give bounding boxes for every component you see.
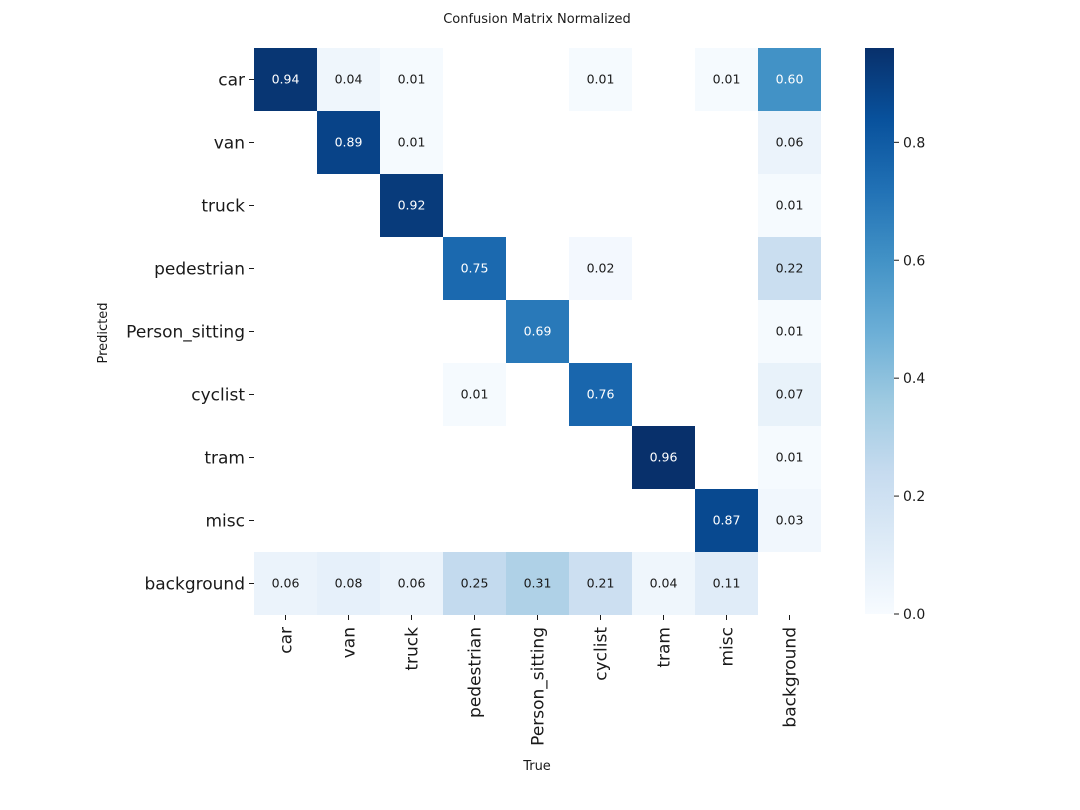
cell-value-label: 0.04 xyxy=(650,576,678,591)
heatmap-cell xyxy=(317,552,380,615)
heatmap-cell xyxy=(758,300,821,363)
y-tick-label: car xyxy=(218,71,245,91)
cell-value-label: 0.01 xyxy=(398,135,426,150)
x-tick-label: cyclist xyxy=(592,627,612,681)
cell-value-label: 0.25 xyxy=(461,576,489,591)
colorbar-ticks: 0.0 0.2 0.4 0.6 0.8 xyxy=(894,135,925,623)
cell-value-label: 0.01 xyxy=(398,72,426,87)
heatmap-cell xyxy=(569,48,632,111)
y-tick-label: background xyxy=(144,575,245,595)
cell-value-label: 0.92 xyxy=(398,198,426,213)
cell-value-label: 0.07 xyxy=(776,387,804,402)
heatmap-cell xyxy=(569,237,632,300)
heatmap-cell xyxy=(695,48,758,111)
x-tick-label: van xyxy=(340,627,360,658)
cell-value-label: 0.60 xyxy=(776,72,804,87)
cell-value-label: 0.04 xyxy=(335,72,363,87)
y-tick-label: tram xyxy=(204,449,245,469)
heatmap-cells: 0.94 0.04 0.01 0.01 0.01 0.60 0.89 0.01 0.06 0.92… xyxy=(254,48,821,615)
heatmap-cell xyxy=(758,489,821,552)
cell-value-label: 0.08 xyxy=(335,576,363,591)
heatmap-cell xyxy=(380,174,443,237)
colorbar-tick-label: 0.2 xyxy=(903,489,925,505)
heatmap-cell xyxy=(380,48,443,111)
cell-value-label: 0.01 xyxy=(776,450,804,465)
heatmap-cell xyxy=(443,363,506,426)
x-axis-label: True xyxy=(522,759,551,774)
cell-value-label: 0.01 xyxy=(776,198,804,213)
heatmap-cell xyxy=(506,552,569,615)
x-tick-label: pedestrian xyxy=(466,627,486,718)
heatmap-cell xyxy=(758,237,821,300)
colorbar xyxy=(865,48,894,614)
heatmap-cell xyxy=(443,552,506,615)
heatmap-cell xyxy=(758,111,821,174)
cell-value-label: 0.31 xyxy=(524,576,552,591)
cell-value-label: 0.21 xyxy=(587,576,615,591)
cell-value-label: 0.01 xyxy=(587,72,615,87)
y-tick-label: Person_sitting xyxy=(126,323,245,343)
heatmap-cell xyxy=(506,300,569,363)
cell-value-label: 0.96 xyxy=(650,450,678,465)
x-tick-label: Person_sitting xyxy=(529,627,549,746)
x-tick-label: tram xyxy=(655,627,675,668)
cell-value-label: 0.02 xyxy=(587,261,615,276)
cell-value-label: 0.06 xyxy=(776,135,804,150)
cell-value-label: 0.01 xyxy=(713,72,741,87)
x-tick-label: car xyxy=(277,627,297,654)
heatmap-cell xyxy=(632,426,695,489)
heatmap-cell xyxy=(443,237,506,300)
heatmap-cell xyxy=(569,552,632,615)
heatmap-cell xyxy=(380,111,443,174)
heatmap-cell xyxy=(758,363,821,426)
cell-value-label: 0.01 xyxy=(461,387,489,402)
cell-value-label: 0.76 xyxy=(587,387,615,402)
cell-value-label: 0.87 xyxy=(713,513,741,528)
cell-value-label: 0.11 xyxy=(713,576,741,591)
y-tick-labels: car van truck pedestrian Person_sittingcycli… xyxy=(126,71,254,595)
heatmap-cell xyxy=(317,48,380,111)
x-tick-label: background xyxy=(781,627,801,728)
heatmap-cell xyxy=(254,552,317,615)
chart-title: Confusion Matrix Normalized xyxy=(443,12,631,27)
cell-value-label: 0.69 xyxy=(524,324,552,339)
cell-value-label: 0.89 xyxy=(335,135,363,150)
heatmap-cell xyxy=(695,552,758,615)
x-tick-label: misc xyxy=(718,627,738,667)
y-tick-label: van xyxy=(214,134,245,154)
heatmap-cell xyxy=(317,111,380,174)
cell-value-label: 0.03 xyxy=(776,513,804,528)
heatmap-cell xyxy=(758,48,821,111)
heatmap-cell xyxy=(695,489,758,552)
x-tick-labels: car van truck pedestrian Person_sitting cycli… xyxy=(277,615,801,746)
cell-value-label: 0.75 xyxy=(461,261,489,276)
y-axis-label: Predicted xyxy=(96,302,111,363)
heatmap-cell xyxy=(254,48,317,111)
heatmap-cell xyxy=(758,426,821,489)
y-tick-label: cyclist xyxy=(191,386,245,406)
cell-value-label: 0.06 xyxy=(398,576,426,591)
cell-value-label: 0.22 xyxy=(776,261,804,276)
heatmap-cell xyxy=(569,363,632,426)
heatmap-cell xyxy=(632,552,695,615)
heatmap-cell xyxy=(380,552,443,615)
cell-value-label: 0.06 xyxy=(272,576,300,591)
colorbar-tick-label: 0.8 xyxy=(903,135,925,151)
cell-value-label: 0.94 xyxy=(272,72,300,87)
y-tick-label: misc xyxy=(206,512,246,532)
heatmap-cell xyxy=(758,174,821,237)
colorbar-tick-label: 0.4 xyxy=(903,371,925,387)
y-tick-label: pedestrian xyxy=(154,260,245,280)
colorbar-tick-label: 0.0 xyxy=(903,607,925,623)
y-tick-label: truck xyxy=(201,197,245,217)
x-tick-label: truck xyxy=(403,627,423,671)
cell-value-label: 0.01 xyxy=(776,324,804,339)
colorbar-tick-label: 0.6 xyxy=(903,253,925,269)
